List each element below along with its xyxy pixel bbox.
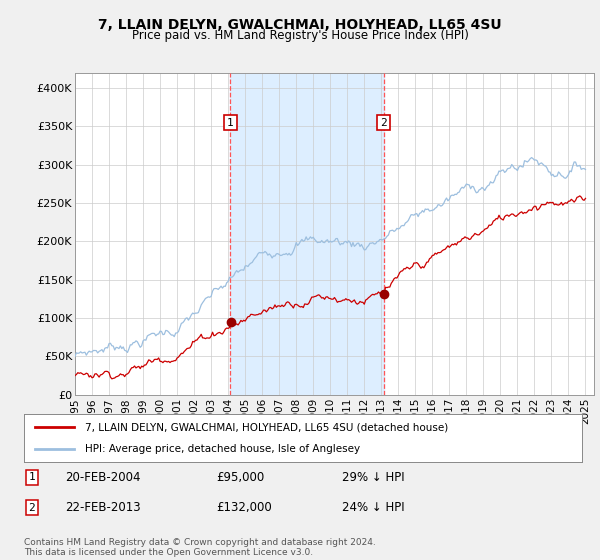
Text: Contains HM Land Registry data © Crown copyright and database right 2024.
This d: Contains HM Land Registry data © Crown c… <box>24 538 376 557</box>
Text: 7, LLAIN DELYN, GWALCHMAI, HOLYHEAD, LL65 4SU: 7, LLAIN DELYN, GWALCHMAI, HOLYHEAD, LL6… <box>98 18 502 32</box>
Text: 20-FEB-2004: 20-FEB-2004 <box>65 470 140 484</box>
Text: 24% ↓ HPI: 24% ↓ HPI <box>342 501 404 515</box>
Text: 1: 1 <box>28 472 35 482</box>
Text: 22-FEB-2013: 22-FEB-2013 <box>65 501 140 515</box>
Text: 2: 2 <box>380 118 387 128</box>
Text: Price paid vs. HM Land Registry's House Price Index (HPI): Price paid vs. HM Land Registry's House … <box>131 29 469 42</box>
Text: 2: 2 <box>28 503 35 513</box>
Text: 29% ↓ HPI: 29% ↓ HPI <box>342 470 404 484</box>
Text: 7, LLAIN DELYN, GWALCHMAI, HOLYHEAD, LL65 4SU (detached house): 7, LLAIN DELYN, GWALCHMAI, HOLYHEAD, LL6… <box>85 422 449 432</box>
Text: 1: 1 <box>227 118 234 128</box>
Text: £95,000: £95,000 <box>216 470 264 484</box>
Text: £132,000: £132,000 <box>216 501 272 515</box>
Bar <box>230 73 383 395</box>
Text: HPI: Average price, detached house, Isle of Anglesey: HPI: Average price, detached house, Isle… <box>85 444 361 454</box>
